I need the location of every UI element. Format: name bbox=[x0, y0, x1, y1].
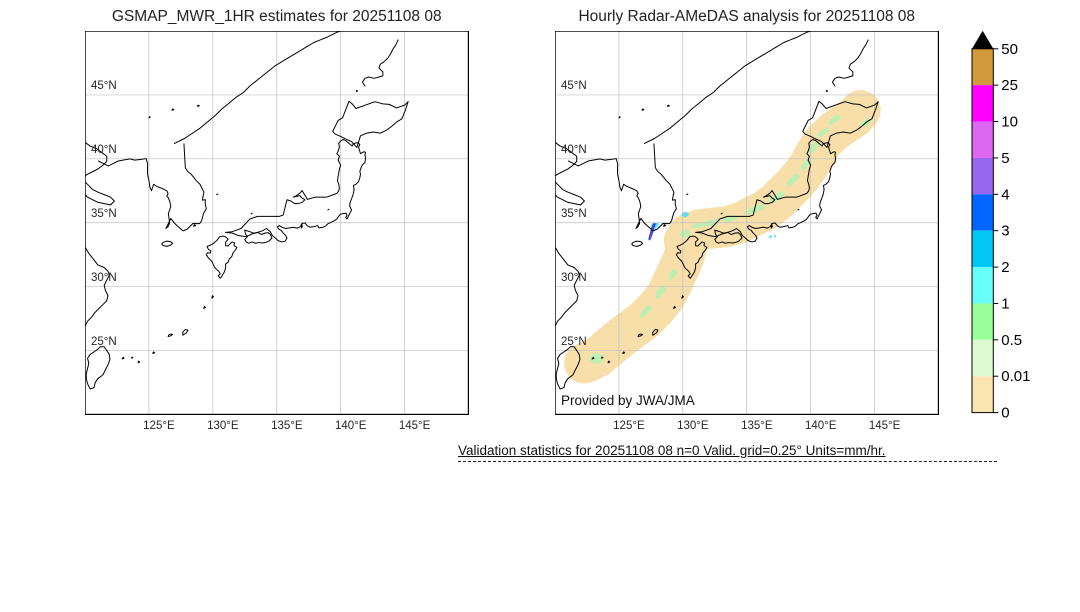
svg-text:0: 0 bbox=[1001, 405, 1009, 422]
svg-text:10: 10 bbox=[1001, 114, 1018, 131]
svg-text:25: 25 bbox=[1001, 77, 1018, 94]
svg-text:1: 1 bbox=[1001, 295, 1009, 312]
svg-text:50: 50 bbox=[1001, 41, 1018, 58]
svg-text:4: 4 bbox=[1001, 186, 1009, 203]
svg-text:0.5: 0.5 bbox=[1001, 332, 1022, 349]
svg-text:0.01: 0.01 bbox=[1001, 368, 1030, 385]
svg-text:3: 3 bbox=[1001, 223, 1009, 240]
svg-text:2: 2 bbox=[1001, 259, 1009, 276]
svg-text:5: 5 bbox=[1001, 150, 1009, 167]
